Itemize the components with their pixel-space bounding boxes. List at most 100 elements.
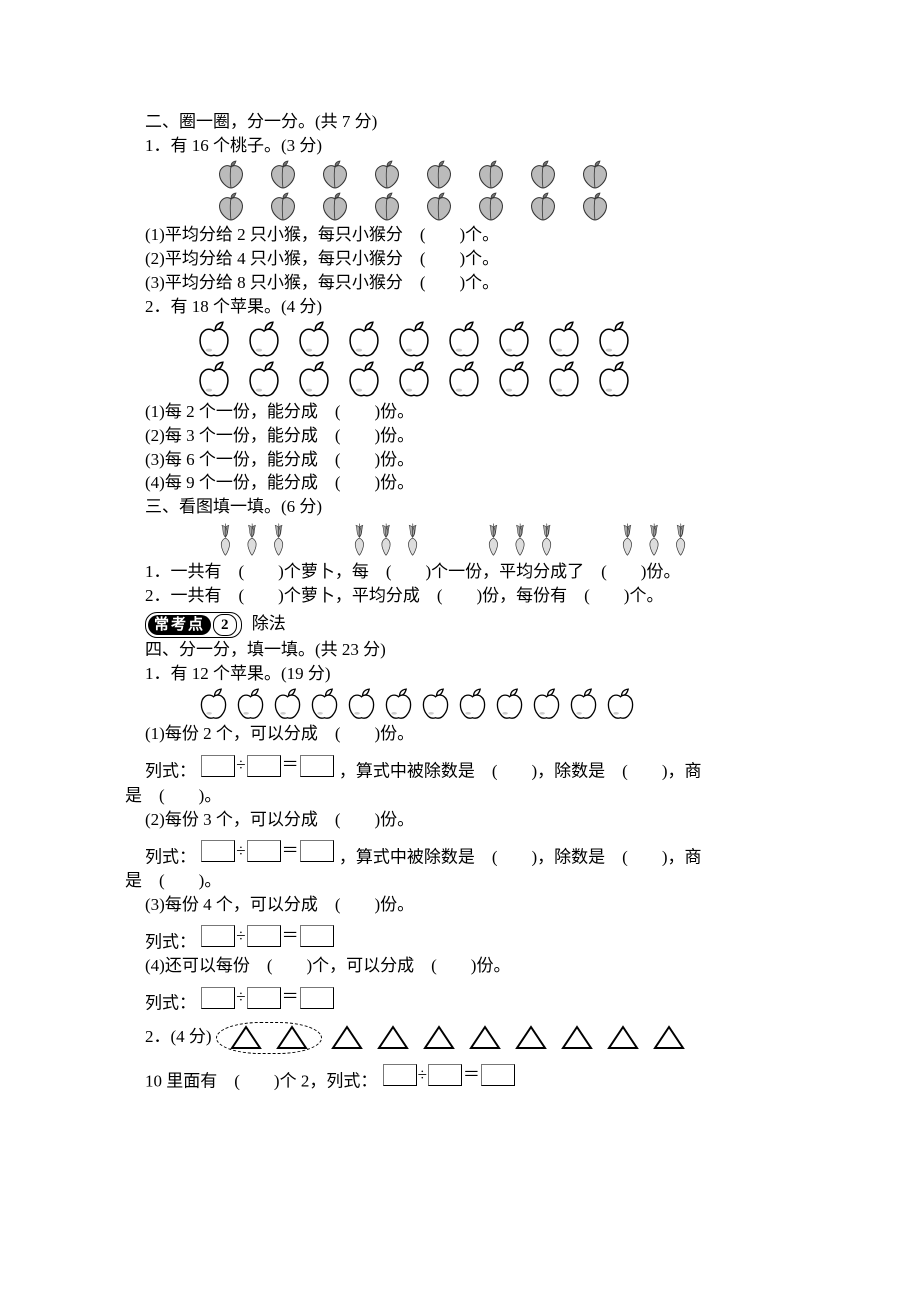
divide-sign: ÷ — [236, 840, 245, 863]
peach-icon — [317, 192, 353, 222]
peach-icon — [525, 192, 561, 222]
apple-icon — [295, 321, 333, 359]
divide-sign: ÷ — [236, 754, 245, 777]
s4-q1-p2-eq: 列式： ÷ ＝ ，算式中被除数是 ( )，除数是 ( )，商 — [145, 840, 775, 869]
apple-icon — [382, 688, 415, 721]
topic-name: 除法 — [252, 613, 286, 636]
eq-mid: ，算式中被除数是 ( )，除数是 ( )，商 — [339, 762, 702, 781]
apple-icon — [567, 688, 600, 721]
pill-number: 2 — [213, 614, 237, 636]
dashed-group — [216, 1022, 322, 1054]
apple-icon — [595, 361, 633, 399]
apple-icon — [545, 321, 583, 359]
triangle-icon — [514, 1025, 548, 1051]
blank-box[interactable] — [247, 840, 281, 862]
apple-icon — [456, 688, 489, 721]
blank-box[interactable] — [247, 987, 281, 1009]
peach-icon — [265, 192, 301, 222]
blank-box[interactable] — [300, 755, 334, 777]
blank-box[interactable] — [300, 987, 334, 1009]
apple-icon — [345, 688, 378, 721]
apple-icon — [234, 688, 267, 721]
apple-icon — [530, 688, 563, 721]
equals-sign: ＝ — [282, 986, 299, 1009]
apple-icon — [295, 361, 333, 399]
peach-icon — [317, 160, 353, 190]
eq-prefix: 列式： — [145, 994, 196, 1013]
blank-box[interactable] — [201, 840, 235, 862]
triangle-icon — [606, 1025, 640, 1051]
blank-box[interactable] — [383, 1064, 417, 1086]
triangle-icon — [422, 1025, 456, 1051]
s3-q1: 1．一共有 ( )个萝卜，每 ( )个一份，平均分成了 ( )份。 — [145, 561, 775, 584]
carrot-group-icon — [475, 521, 565, 559]
equation-boxes: ÷ ＝ — [200, 840, 334, 863]
list-item: (4)每 9 个一份，能分成 ( )份。 — [145, 472, 775, 495]
section-4-title: 四、分一分，填一填。(共 23 分) — [145, 639, 775, 662]
blank-box[interactable] — [481, 1064, 515, 1086]
peach-icon — [421, 160, 457, 190]
peach-icon — [369, 192, 405, 222]
triangle-icon — [275, 1025, 309, 1051]
s4-q1-p1-tail: 是 ( )。 — [125, 785, 775, 808]
apple-icon — [493, 688, 526, 721]
blank-box[interactable] — [201, 987, 235, 1009]
apple-icon — [495, 361, 533, 399]
apple-icon — [395, 321, 433, 359]
carrot-group-icon — [341, 521, 431, 559]
peach-icon — [213, 192, 249, 222]
triangle-icon — [330, 1025, 364, 1051]
list-item: (3)平均分给 8 只小猴，每只小猴分 ( )个。 — [145, 272, 775, 295]
list-item: (2)每 3 个一份，能分成 ( )份。 — [145, 425, 775, 448]
peach-icon — [265, 160, 301, 190]
blank-box[interactable] — [428, 1064, 462, 1086]
carrot-group-icon — [609, 521, 699, 559]
blank-box[interactable] — [300, 925, 334, 947]
s4-q1-p2: (2)每份 3 个，可以分成 ( )份。 — [145, 809, 775, 832]
topic-2-row: 常考点 2 除法 — [145, 612, 775, 638]
section-2-title: 二、圈一圈，分一分。(共 7 分) — [145, 111, 775, 134]
triangle-icon — [652, 1025, 686, 1051]
equation-boxes: ÷ ＝ — [382, 1064, 516, 1087]
equation-boxes: ÷ ＝ — [200, 754, 334, 777]
peach-icon — [473, 192, 509, 222]
list-item: (2)平均分给 4 只小猴，每只小猴分 ( )个。 — [145, 248, 775, 271]
apple-icon — [595, 321, 633, 359]
blank-box[interactable] — [300, 840, 334, 862]
apple-icon — [545, 361, 583, 399]
divide-sign: ÷ — [236, 925, 245, 948]
s4-q1-p1-eq: 列式： ÷ ＝ ，算式中被除数是 ( )，除数是 ( )，商 — [145, 754, 775, 783]
list-item: (1)每 2 个一份，能分成 ( )份。 — [145, 401, 775, 424]
peach-icon — [421, 192, 457, 222]
s2-q1-items: (1)平均分给 2 只小猴，每只小猴分 ( )个。(2)平均分给 4 只小猴，每… — [145, 224, 775, 295]
triangle-icon — [229, 1025, 263, 1051]
s4-q1-stem: 1．有 12 个苹果。(19 分) — [145, 663, 775, 686]
divide-sign: ÷ — [236, 986, 245, 1009]
blank-box[interactable] — [201, 925, 235, 947]
s4-q1-p2-tail: 是 ( )。 — [125, 870, 775, 893]
s4-q1-p1: (1)每份 2 个，可以分成 ( )份。 — [145, 723, 775, 746]
s2-q1-stem: 1．有 16 个桃子。(3 分) — [145, 135, 775, 158]
eq-prefix: 列式： — [145, 847, 196, 866]
peach-icon — [577, 160, 613, 190]
s4-q2-prefix: 2．(4 分) — [145, 1026, 212, 1045]
apple-icon — [419, 688, 452, 721]
equals-sign: ＝ — [463, 1064, 480, 1087]
peach-icon — [525, 160, 561, 190]
pill-label: 常考点 — [148, 615, 211, 635]
peach-icon — [369, 160, 405, 190]
blank-box[interactable] — [247, 925, 281, 947]
equation-boxes: ÷ ＝ — [200, 925, 334, 948]
apple-rows-18 — [145, 321, 775, 399]
apple-icon — [445, 361, 483, 399]
carrot-group-icon — [207, 521, 297, 559]
section-3-title: 三、看图填一填。(6 分) — [145, 496, 775, 519]
apple-icon — [271, 688, 304, 721]
s3-q2: 2．一共有 ( )个萝卜，平均分成 ( )份，每份有 ( )个。 — [145, 585, 775, 608]
blank-box[interactable] — [247, 755, 281, 777]
s4-q2-line2-text: 10 里面有 ( )个 2，列式： — [145, 1071, 377, 1090]
blank-box[interactable] — [201, 755, 235, 777]
s4-q1-p3: (3)每份 4 个，可以分成 ( )份。 — [145, 894, 775, 917]
apple-icon — [195, 321, 233, 359]
apple-icon — [245, 321, 283, 359]
